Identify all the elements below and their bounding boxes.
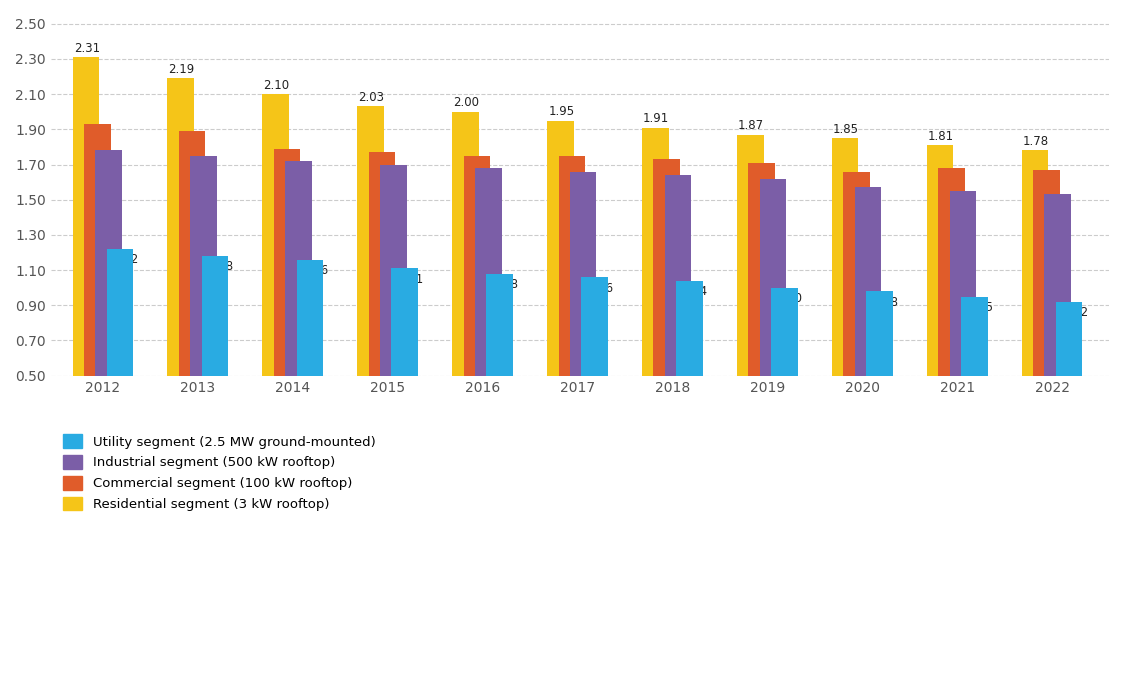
Bar [939,168,964,376]
Text: 2.19: 2.19 [169,63,194,75]
Bar [559,155,586,376]
Text: 0.98: 0.98 [872,295,898,309]
Bar [865,291,892,376]
Bar [262,94,289,376]
Bar [84,124,110,376]
Bar [832,138,859,376]
Bar [167,78,194,376]
Bar [201,256,228,376]
Text: 2.31: 2.31 [74,42,100,55]
Bar [749,163,774,376]
Bar [487,274,513,376]
Bar [369,152,396,376]
Bar [737,135,763,376]
Bar [581,277,608,376]
Text: 1.04: 1.04 [682,285,708,298]
Bar [1033,170,1060,376]
Bar [570,172,597,376]
Bar [1044,194,1071,376]
Text: 1.91: 1.91 [643,112,670,125]
Text: 0.92: 0.92 [1062,306,1088,319]
Bar [391,269,418,376]
Bar [950,191,976,376]
Text: 1.11: 1.11 [397,273,424,286]
Text: 1.87: 1.87 [738,119,764,132]
Text: 1.81: 1.81 [928,130,954,143]
Bar [642,128,669,376]
Text: 1.78: 1.78 [1023,135,1049,148]
Text: 1.22: 1.22 [112,254,139,267]
Legend: Utility segment (2.5 MW ground-mounted), Industrial segment (500 kW rooftop), Co: Utility segment (2.5 MW ground-mounted),… [57,429,381,516]
Text: 1.85: 1.85 [833,122,859,135]
Bar [452,112,479,376]
Bar [107,249,134,376]
Text: 1.00: 1.00 [777,292,803,305]
Text: 2.00: 2.00 [453,96,480,109]
Bar [274,149,300,376]
Bar [653,160,680,376]
Bar [1022,151,1049,376]
Text: 1.16: 1.16 [302,264,328,277]
Bar [927,145,953,376]
Bar [357,106,384,376]
Text: 1.95: 1.95 [549,105,574,118]
Bar [380,165,407,376]
Bar [760,178,787,376]
Text: 1.06: 1.06 [587,281,614,295]
Text: 2.03: 2.03 [359,91,384,104]
Bar [771,288,798,376]
Bar [547,120,573,376]
Bar [677,281,702,376]
Bar [1055,302,1082,376]
Bar [190,155,217,376]
Bar [297,260,323,376]
Bar [463,155,490,376]
Bar [854,187,881,376]
Bar [179,131,206,376]
Bar [664,175,691,376]
Bar [73,57,99,376]
Text: 0.95: 0.95 [967,301,992,314]
Bar [843,172,870,376]
Bar [475,168,501,376]
Bar [96,151,121,376]
Text: 1.18: 1.18 [208,260,234,273]
Text: 2.10: 2.10 [263,79,290,92]
Bar [961,297,988,376]
Text: 1.08: 1.08 [492,278,518,291]
Bar [285,161,311,376]
